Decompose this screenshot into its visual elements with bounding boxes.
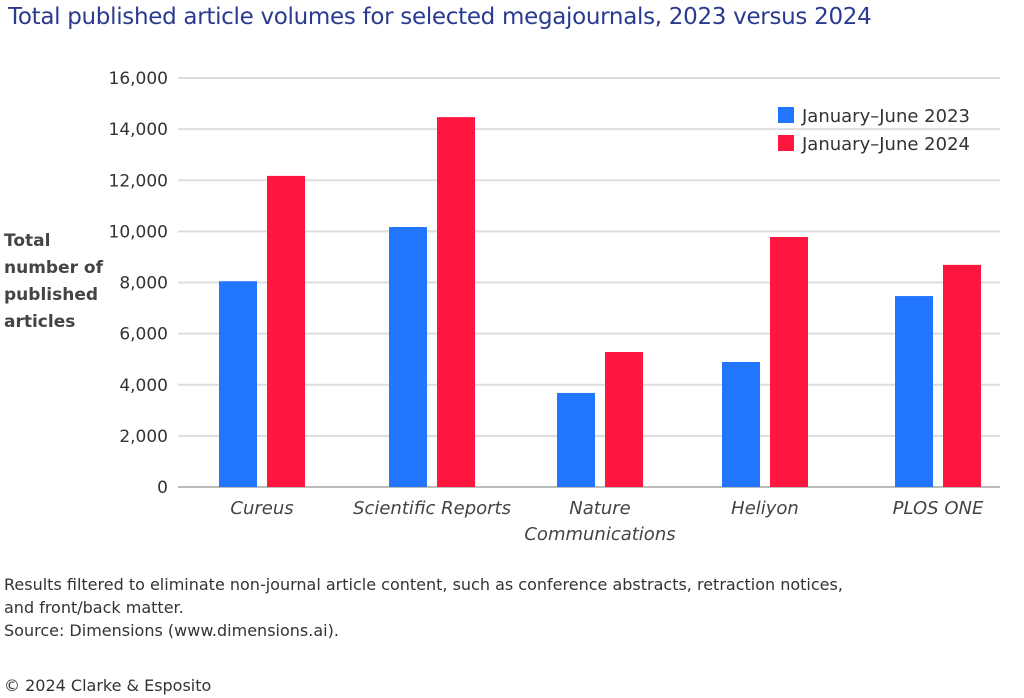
legend-swatch [778,135,794,151]
bar-2024 [605,352,643,487]
bar-2023 [895,296,933,487]
y-tick-label: 0 [157,478,168,498]
bar-chart: 0 2,000 4,000 6,000 8,000 10,000 12,000 14,000 1… [109,69,1000,545]
footnote-line: and front/back matter. [4,598,184,617]
y-tick-label: 6,000 [119,325,168,345]
x-tick-label: Nature [569,498,630,519]
footnote-line: Results filtered to eliminate non-journa… [4,575,843,594]
bar-2023 [219,281,257,487]
bar-2023 [389,227,427,488]
bar-2024 [437,117,475,487]
y-tick-label: 10,000 [109,222,168,242]
y-tick-label: 2,000 [119,427,168,447]
legend-label: January–June 2024 [801,134,970,155]
bar-2023 [557,392,595,487]
y-tick-label: 8,000 [119,274,168,294]
legend-label: January–June 2023 [801,106,970,127]
bar-2024 [943,264,981,487]
copyright: © 2024 Clarke & Esposito [4,676,212,695]
x-tick-label: Communications [524,524,675,545]
y-tick-label: 14,000 [109,120,168,140]
bar-2023 [722,361,760,487]
x-tick-label: Scientific Reports [353,498,511,519]
footnotes: Results filtered to eliminate non-journa… [4,573,1004,642]
x-tick-label: PLOS ONE [893,498,984,519]
x-tick-label: Heliyon [731,498,799,519]
bar-2024 [267,175,305,488]
chart-title: Total published article volumes for sele… [8,4,872,30]
y-tick-label: 4,000 [119,376,168,396]
legend-swatch [778,107,794,123]
y-tick-label: 16,000 [109,69,168,89]
y-tick-label: 12,000 [109,171,168,191]
footnote-source: Source: Dimensions (www.dimensions.ai). [4,621,339,640]
bar-2024 [770,236,808,487]
x-tick-label: Cureus [230,498,293,519]
y-axis-label: Total number of published articles [4,231,103,332]
